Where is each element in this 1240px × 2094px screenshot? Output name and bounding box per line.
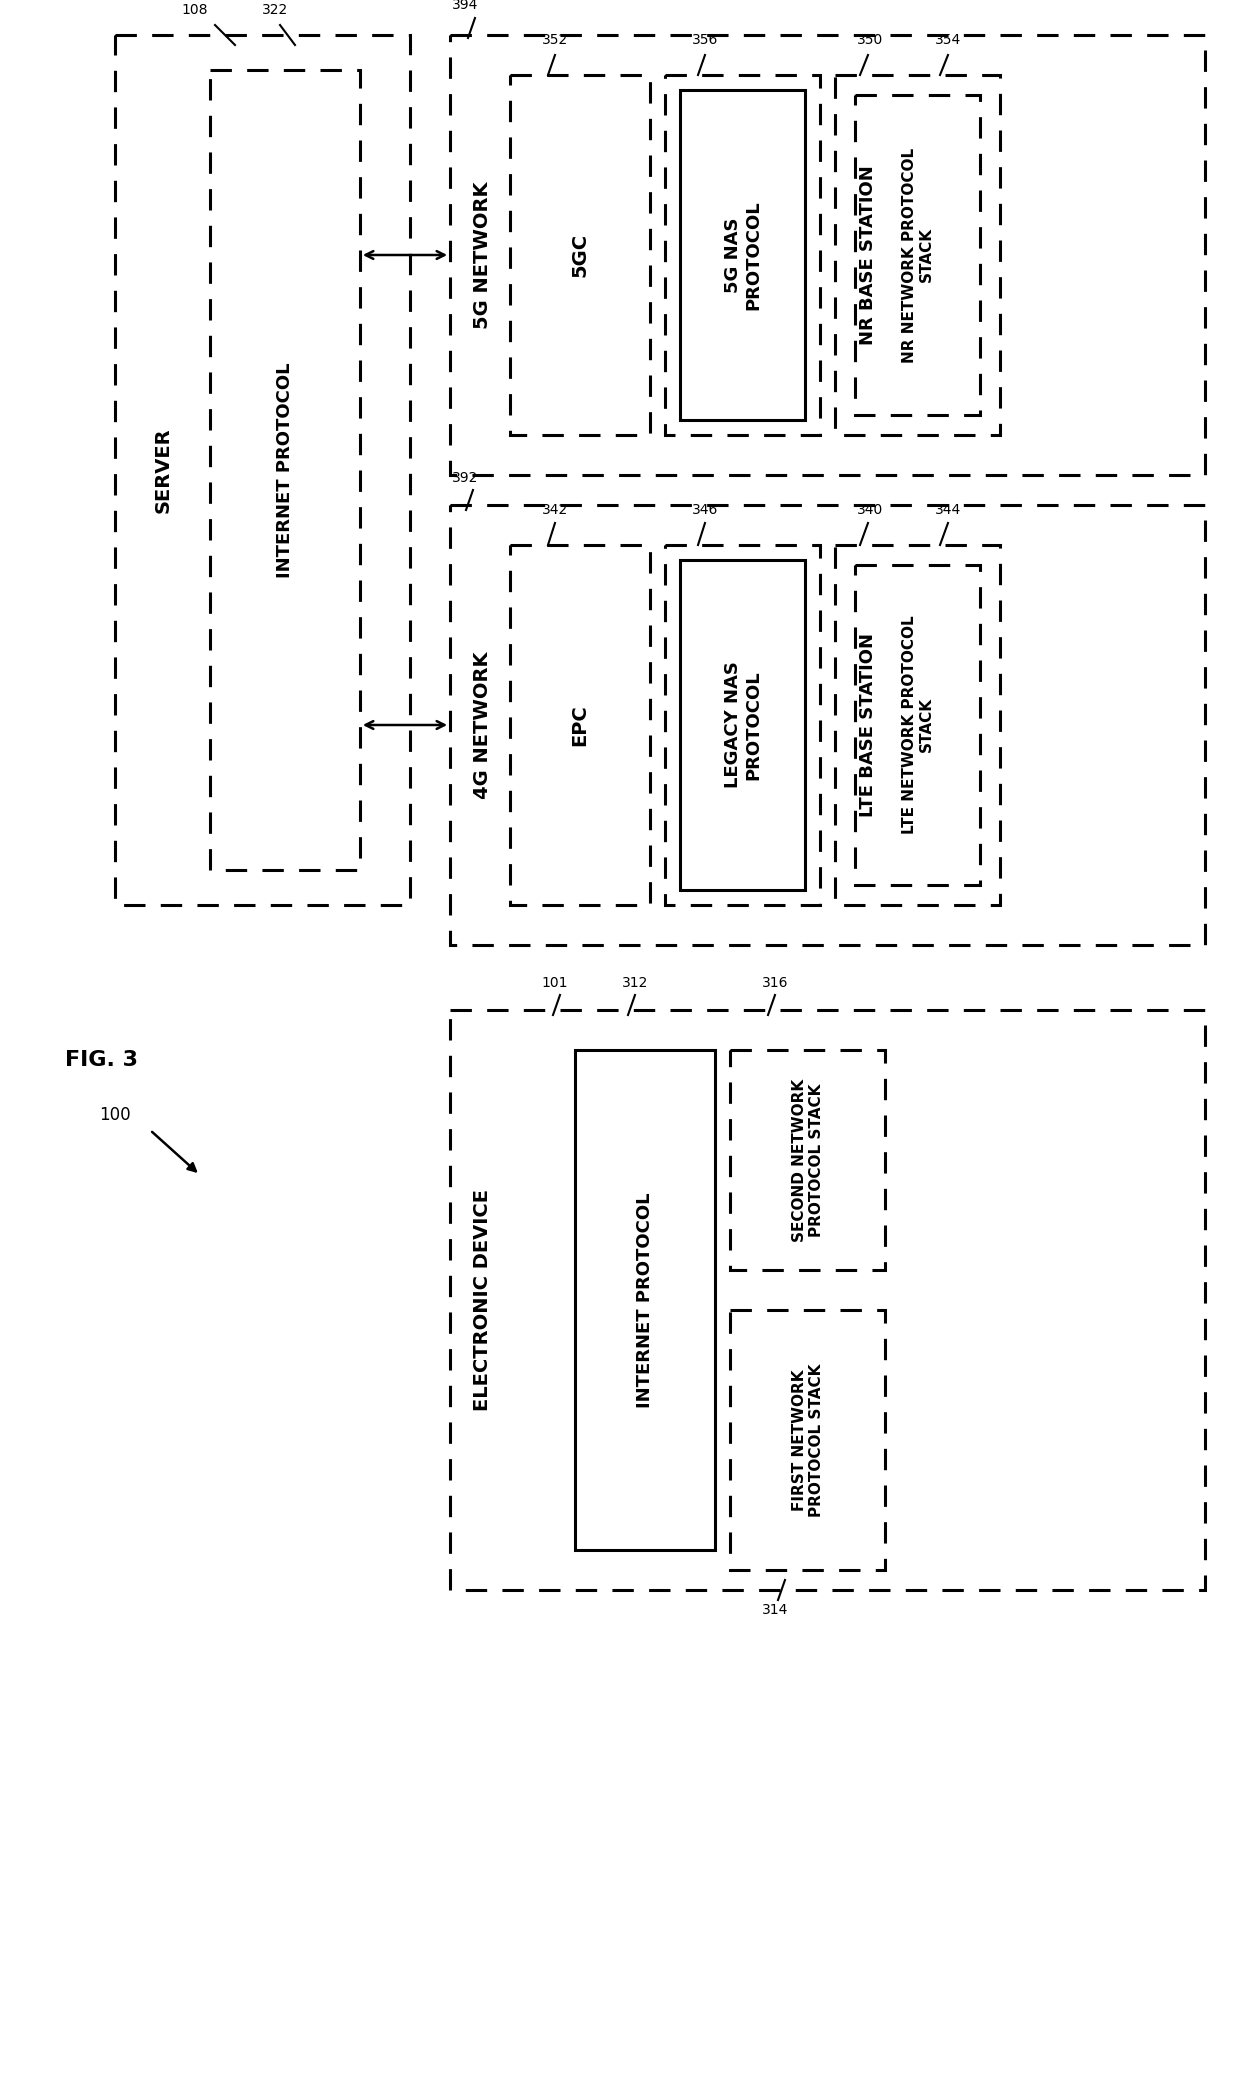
Text: 350: 350 bbox=[857, 34, 883, 46]
Bar bbox=[680, 90, 805, 421]
Bar bbox=[210, 69, 360, 869]
Text: 354: 354 bbox=[935, 34, 961, 46]
Text: 101: 101 bbox=[542, 976, 568, 990]
Text: NR NETWORK PROTOCOL
STACK: NR NETWORK PROTOCOL STACK bbox=[901, 147, 934, 362]
Text: 394: 394 bbox=[451, 0, 479, 13]
Text: FIRST NETWORK
PROTOCOL STACK: FIRST NETWORK PROTOCOL STACK bbox=[792, 1363, 825, 1516]
Text: 342: 342 bbox=[542, 503, 568, 517]
Text: 100: 100 bbox=[99, 1106, 130, 1124]
Text: 314: 314 bbox=[761, 1604, 789, 1617]
Bar bbox=[730, 1311, 885, 1570]
Text: 352: 352 bbox=[542, 34, 568, 46]
Text: NR BASE STATION: NR BASE STATION bbox=[859, 165, 877, 346]
Text: 392: 392 bbox=[451, 471, 479, 486]
Text: 346: 346 bbox=[692, 503, 718, 517]
Text: LTE NETWORK PROTOCOL
STACK: LTE NETWORK PROTOCOL STACK bbox=[901, 616, 934, 833]
Text: 108: 108 bbox=[182, 2, 208, 17]
Text: LTE BASE STATION: LTE BASE STATION bbox=[859, 632, 877, 817]
Text: 340: 340 bbox=[857, 503, 883, 517]
Bar bbox=[835, 75, 999, 436]
Text: INTERNET PROTOCOL: INTERNET PROTOCOL bbox=[636, 1191, 653, 1407]
Bar bbox=[730, 1049, 885, 1269]
Text: EPC: EPC bbox=[570, 704, 589, 745]
Bar bbox=[665, 544, 820, 905]
Text: SECOND NETWORK
PROTOCOL STACK: SECOND NETWORK PROTOCOL STACK bbox=[792, 1078, 825, 1242]
Bar bbox=[450, 505, 1205, 944]
Bar bbox=[450, 36, 1205, 475]
Bar bbox=[856, 565, 980, 886]
Text: 312: 312 bbox=[621, 976, 649, 990]
Text: 5GC: 5GC bbox=[570, 232, 589, 276]
Text: ELECTRONIC DEVICE: ELECTRONIC DEVICE bbox=[472, 1189, 491, 1411]
Bar bbox=[680, 559, 805, 890]
Text: 356: 356 bbox=[692, 34, 718, 46]
Text: 4G NETWORK: 4G NETWORK bbox=[472, 651, 491, 798]
Text: 5G NAS
PROTOCOL: 5G NAS PROTOCOL bbox=[724, 201, 763, 310]
Text: 5G NETWORK: 5G NETWORK bbox=[472, 182, 491, 329]
Text: 316: 316 bbox=[761, 976, 789, 990]
Text: SERVER: SERVER bbox=[154, 427, 172, 513]
Bar bbox=[115, 36, 410, 905]
Bar bbox=[510, 75, 650, 436]
Text: 322: 322 bbox=[262, 2, 288, 17]
Bar bbox=[856, 94, 980, 415]
Bar bbox=[510, 544, 650, 905]
Text: FIG. 3: FIG. 3 bbox=[64, 1049, 138, 1070]
Bar bbox=[450, 1009, 1205, 1589]
Bar bbox=[665, 75, 820, 436]
Bar bbox=[575, 1049, 715, 1550]
Text: 344: 344 bbox=[935, 503, 961, 517]
Text: LEGACY NAS
PROTOCOL: LEGACY NAS PROTOCOL bbox=[724, 662, 763, 789]
Text: INTERNET PROTOCOL: INTERNET PROTOCOL bbox=[277, 362, 294, 578]
Bar bbox=[835, 544, 999, 905]
